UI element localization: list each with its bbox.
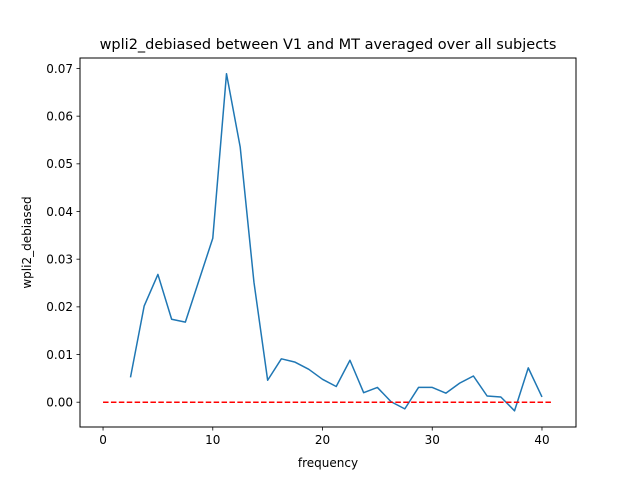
x-tick-label: 30 — [425, 433, 440, 447]
plot-area — [79, 57, 577, 428]
y-tick-label: 0.00 — [46, 396, 73, 410]
x-axis-ticks: 0 10 20 30 40 — [99, 427, 550, 447]
x-tick-label: 20 — [315, 433, 330, 447]
y-tick-label: 0.05 — [46, 157, 73, 171]
x-tick-label: 10 — [205, 433, 220, 447]
x-tick-label: 40 — [534, 433, 549, 447]
y-tick-label: 0.02 — [46, 300, 73, 314]
y-tick-label: 0.06 — [46, 109, 73, 123]
y-tick-label: 0.01 — [46, 348, 73, 362]
y-axis-ticks: 0.00 0.01 0.02 0.03 0.04 0.05 0.06 0.07 — [46, 62, 80, 410]
wpli-series-line — [129, 72, 543, 412]
x-axis-label: frequency — [298, 456, 358, 470]
axes-frame — [79, 57, 577, 428]
y-axis-label: wpli2_debiased — [20, 196, 34, 288]
chart-title: wpli2_debiased between V1 and MT average… — [100, 37, 557, 53]
y-tick-label: 0.03 — [46, 252, 73, 266]
y-tick-label: 0.07 — [46, 62, 73, 76]
x-tick-label: 0 — [99, 433, 107, 447]
y-tick-label: 0.04 — [46, 205, 73, 219]
series-layer — [103, 72, 553, 412]
